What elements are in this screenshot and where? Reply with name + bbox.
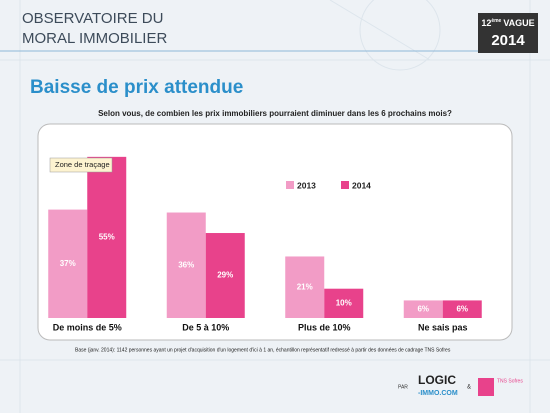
bar xyxy=(285,256,325,318)
annotation-box xyxy=(49,157,113,173)
logo-immo: -IMMO.COM xyxy=(418,390,458,397)
badge-word: VAGUE xyxy=(503,18,534,28)
badge-suffix: ème xyxy=(491,18,501,24)
footer-note: Base (janv. 2014): 1142 personnes ayant … xyxy=(75,347,451,353)
x-tick-label: De 5 à 10% xyxy=(182,322,229,332)
logo-logic: LOGIC xyxy=(418,373,456,387)
value-label: 10% xyxy=(336,298,352,307)
bar xyxy=(403,300,443,318)
value-label: 55% xyxy=(99,233,115,242)
x-tick-label: Plus de 10% xyxy=(298,322,351,332)
chart-subtitle: Selon vous, de combien les prix immobili… xyxy=(98,109,452,118)
logo-by: PAR xyxy=(398,384,408,390)
value-label: 37% xyxy=(60,259,76,268)
bar xyxy=(324,288,364,318)
badge-year: 2014 xyxy=(491,32,525,49)
bar xyxy=(205,233,245,318)
value-label: 21% xyxy=(297,282,313,291)
badge xyxy=(478,13,538,53)
logo-and: & xyxy=(467,385,471,391)
header-title: OBSERVATOIRE DU xyxy=(22,10,163,27)
legend-swatch xyxy=(341,181,349,189)
legend-label: 2014 xyxy=(352,180,371,190)
plot: De moins de 5% 37% 55% De 5 à 10% 36% 29% Plus… xyxy=(48,156,482,332)
logo-tns: TNS Sofres xyxy=(497,378,523,384)
bar xyxy=(87,156,127,318)
legend-label: 2013 xyxy=(297,180,316,190)
value-label: 6% xyxy=(456,304,468,313)
logo-square xyxy=(478,378,494,396)
bar xyxy=(166,212,206,318)
bar xyxy=(48,209,88,318)
plot-area xyxy=(37,123,513,341)
value-label: 6% xyxy=(417,304,429,313)
chart-title: Baisse de prix attendue xyxy=(30,77,243,98)
x-tick-label: De moins de 5% xyxy=(53,322,122,332)
legend-swatch xyxy=(286,181,294,189)
header-title: MORAL IMMOBILIER xyxy=(22,30,167,47)
annotation: Zone de traçage xyxy=(55,160,110,169)
x-tick-label: Ne sais pas xyxy=(418,322,468,332)
bar xyxy=(442,300,482,318)
value-label: 36% xyxy=(178,260,194,269)
badge-number: 12 xyxy=(481,18,491,28)
value-label: 29% xyxy=(217,271,233,280)
badge-line: 12ème VAGUE xyxy=(481,18,534,28)
